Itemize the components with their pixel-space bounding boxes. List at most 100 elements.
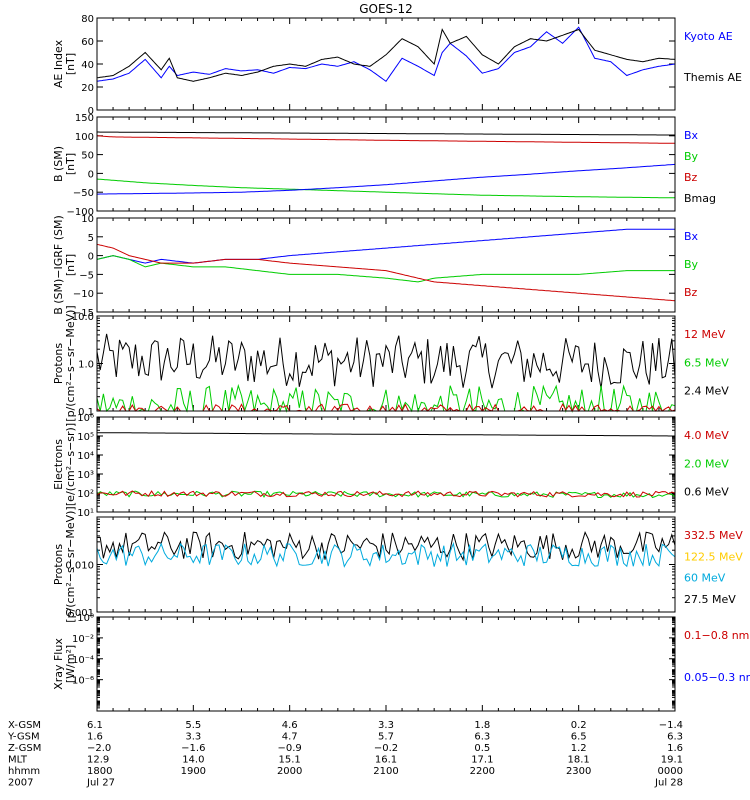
legend-item: 12 MeV [684, 328, 726, 341]
legend-item: 2.0 MeV [684, 457, 729, 470]
y-tick-label: 10⁴ [77, 451, 94, 462]
x-axis-value: 18.1 [568, 755, 590, 766]
panel-frame [96, 616, 676, 712]
x-axis-value: −0.9 [278, 743, 302, 754]
x-axis-row-label: MLT [8, 755, 28, 766]
x-axis-value: 6.3 [474, 732, 490, 743]
y-tick-label: 10⁰ [77, 613, 94, 624]
y-axis-label: B (SM)[nT] [52, 146, 77, 182]
x-axis-value: 3.3 [378, 720, 394, 731]
series-by [96, 255, 675, 283]
x-axis-value: 5.5 [185, 720, 201, 731]
x-axis-value: 1.6 [667, 743, 683, 754]
x-axis-row-label: Z-GSM [8, 743, 41, 754]
x-axis-value: 19.1 [661, 755, 683, 766]
legend-item: Bz [684, 171, 698, 184]
legend-item: Bz [684, 286, 698, 299]
y-tick-label: 150 [75, 113, 94, 124]
y-tick-label: 5 [88, 233, 94, 244]
x-axis-value: 5.7 [378, 732, 394, 743]
series-27-5-mev [96, 531, 676, 562]
x-axis-value: 4.6 [282, 720, 298, 731]
y-tick-label: 10¹ [77, 508, 94, 519]
y-axis-label: B (SM)−IGRF (SM)[nT] [52, 215, 77, 315]
panel-frame [96, 17, 676, 111]
panel-frame [96, 416, 676, 513]
series-60-mev [96, 541, 676, 568]
panel-frame [96, 315, 676, 412]
y-tick-label: 100 [75, 132, 94, 143]
y-tick-label: −50 [73, 188, 94, 199]
y-tick-label: 10⁻⁴ [72, 655, 94, 666]
y-axis-label: Protons[p/(cm²−s−sr−MeV)] [52, 506, 77, 622]
legend-item: By [684, 258, 699, 271]
y-tick-label: 0 [88, 252, 94, 263]
x-axis-value: 0.2 [571, 720, 587, 731]
panel-electrons: 10¹ 10² 10³ 10⁴ 10⁵ 10⁶Electrons[e/(cm²−s−sr)… [52, 413, 729, 519]
x-axis-value: 2100 [373, 766, 398, 777]
x-axis-value: −2.0 [87, 743, 111, 754]
panel-b: −100 −50 0 50 100 150 B (SM)[nT] Bx By Bz Bmag [52, 113, 716, 218]
x-axis-value: Jul 27 [86, 778, 115, 789]
y-tick-label: 10⁻² [72, 634, 94, 645]
y-tick-label: 40 [81, 60, 94, 71]
x-axis-value: 16.1 [375, 755, 397, 766]
y-tick-label: −5 [79, 270, 94, 281]
panel-ae: 0 20 40 60 80 AE Index[nT] Kyoto AE Themis AE [52, 14, 742, 117]
x-axis-value: 0.5 [474, 743, 490, 754]
y-tick-label: −100 [67, 207, 94, 218]
x-axis-value: 6.5 [571, 732, 587, 743]
y-tick-label: 0.010 [65, 561, 94, 572]
panel-frame [96, 516, 676, 613]
x-axis-value: Jul 28 [654, 778, 683, 789]
x-axis-row-label: hhmm [8, 766, 40, 777]
x-axis-value: 0000 [658, 766, 683, 777]
y-axis-label: AE Index[nT] [52, 39, 77, 88]
x-axis-value: 3.3 [185, 732, 201, 743]
x-axis-value: −1.6 [181, 743, 205, 754]
series-2-4-mev [96, 333, 676, 389]
x-axis-row-label: Y-GSM [7, 732, 40, 743]
x-axis-value: 1.8 [474, 720, 490, 731]
series-4-0-mev [96, 490, 676, 498]
y-tick-label: 10.0 [72, 312, 94, 323]
legend-item: 122.5 MeV [684, 550, 743, 563]
legend-item: Bmag [684, 192, 716, 205]
legend-item: Bx [684, 230, 699, 243]
legend-item: 27.5 MeV [684, 593, 736, 606]
y-tick-label: 0 [88, 106, 94, 117]
x-axis-value: 6.3 [667, 732, 683, 743]
x-axis-value: 1.6 [87, 732, 103, 743]
legend-item: 6.5 MeV [684, 356, 729, 369]
legend-item: 0.1−0.8 nm [684, 629, 749, 642]
series-bz [96, 243, 676, 302]
y-tick-label: 50 [81, 151, 94, 162]
x-axis-row-label: X-GSM [8, 720, 41, 731]
y-tick-label: −10 [73, 289, 94, 300]
y-tick-label: 60 [81, 37, 94, 48]
x-axis-value: 1800 [87, 766, 112, 777]
legend-item: 4.0 MeV [684, 429, 729, 442]
series-bz [96, 135, 675, 144]
series-themis-ae [96, 28, 676, 82]
x-axis-value: 2000 [277, 766, 302, 777]
series-0-6-mev [97, 432, 675, 437]
chart-title: GOES-12 [359, 2, 413, 16]
legend-item: 60 MeV [684, 572, 726, 585]
legend-item: Bx [684, 129, 699, 142]
legend-item: By [684, 150, 699, 163]
legend-item: 0.05−0.3 nm [684, 671, 750, 684]
legend-item: 0.6 MeV [684, 486, 729, 499]
y-tick-label: 1.0 [78, 360, 94, 371]
y-axis-label: Xray Flux[W/m²] [52, 638, 77, 690]
panel-b-igrf: −15 −10 −5 0 5 10 B (SM)−IGRF (SM)[nT] Bx By Bz [52, 214, 699, 319]
y-tick-label: 0 [88, 169, 94, 180]
series-bmag [97, 131, 675, 136]
x-axis-value: −0.2 [374, 743, 398, 754]
x-axis-value: 1.2 [571, 743, 587, 754]
legend-item: Kyoto AE [684, 30, 733, 43]
y-tick-label: 10⁵ [77, 432, 94, 443]
legend-item: 332.5 MeV [684, 529, 743, 542]
